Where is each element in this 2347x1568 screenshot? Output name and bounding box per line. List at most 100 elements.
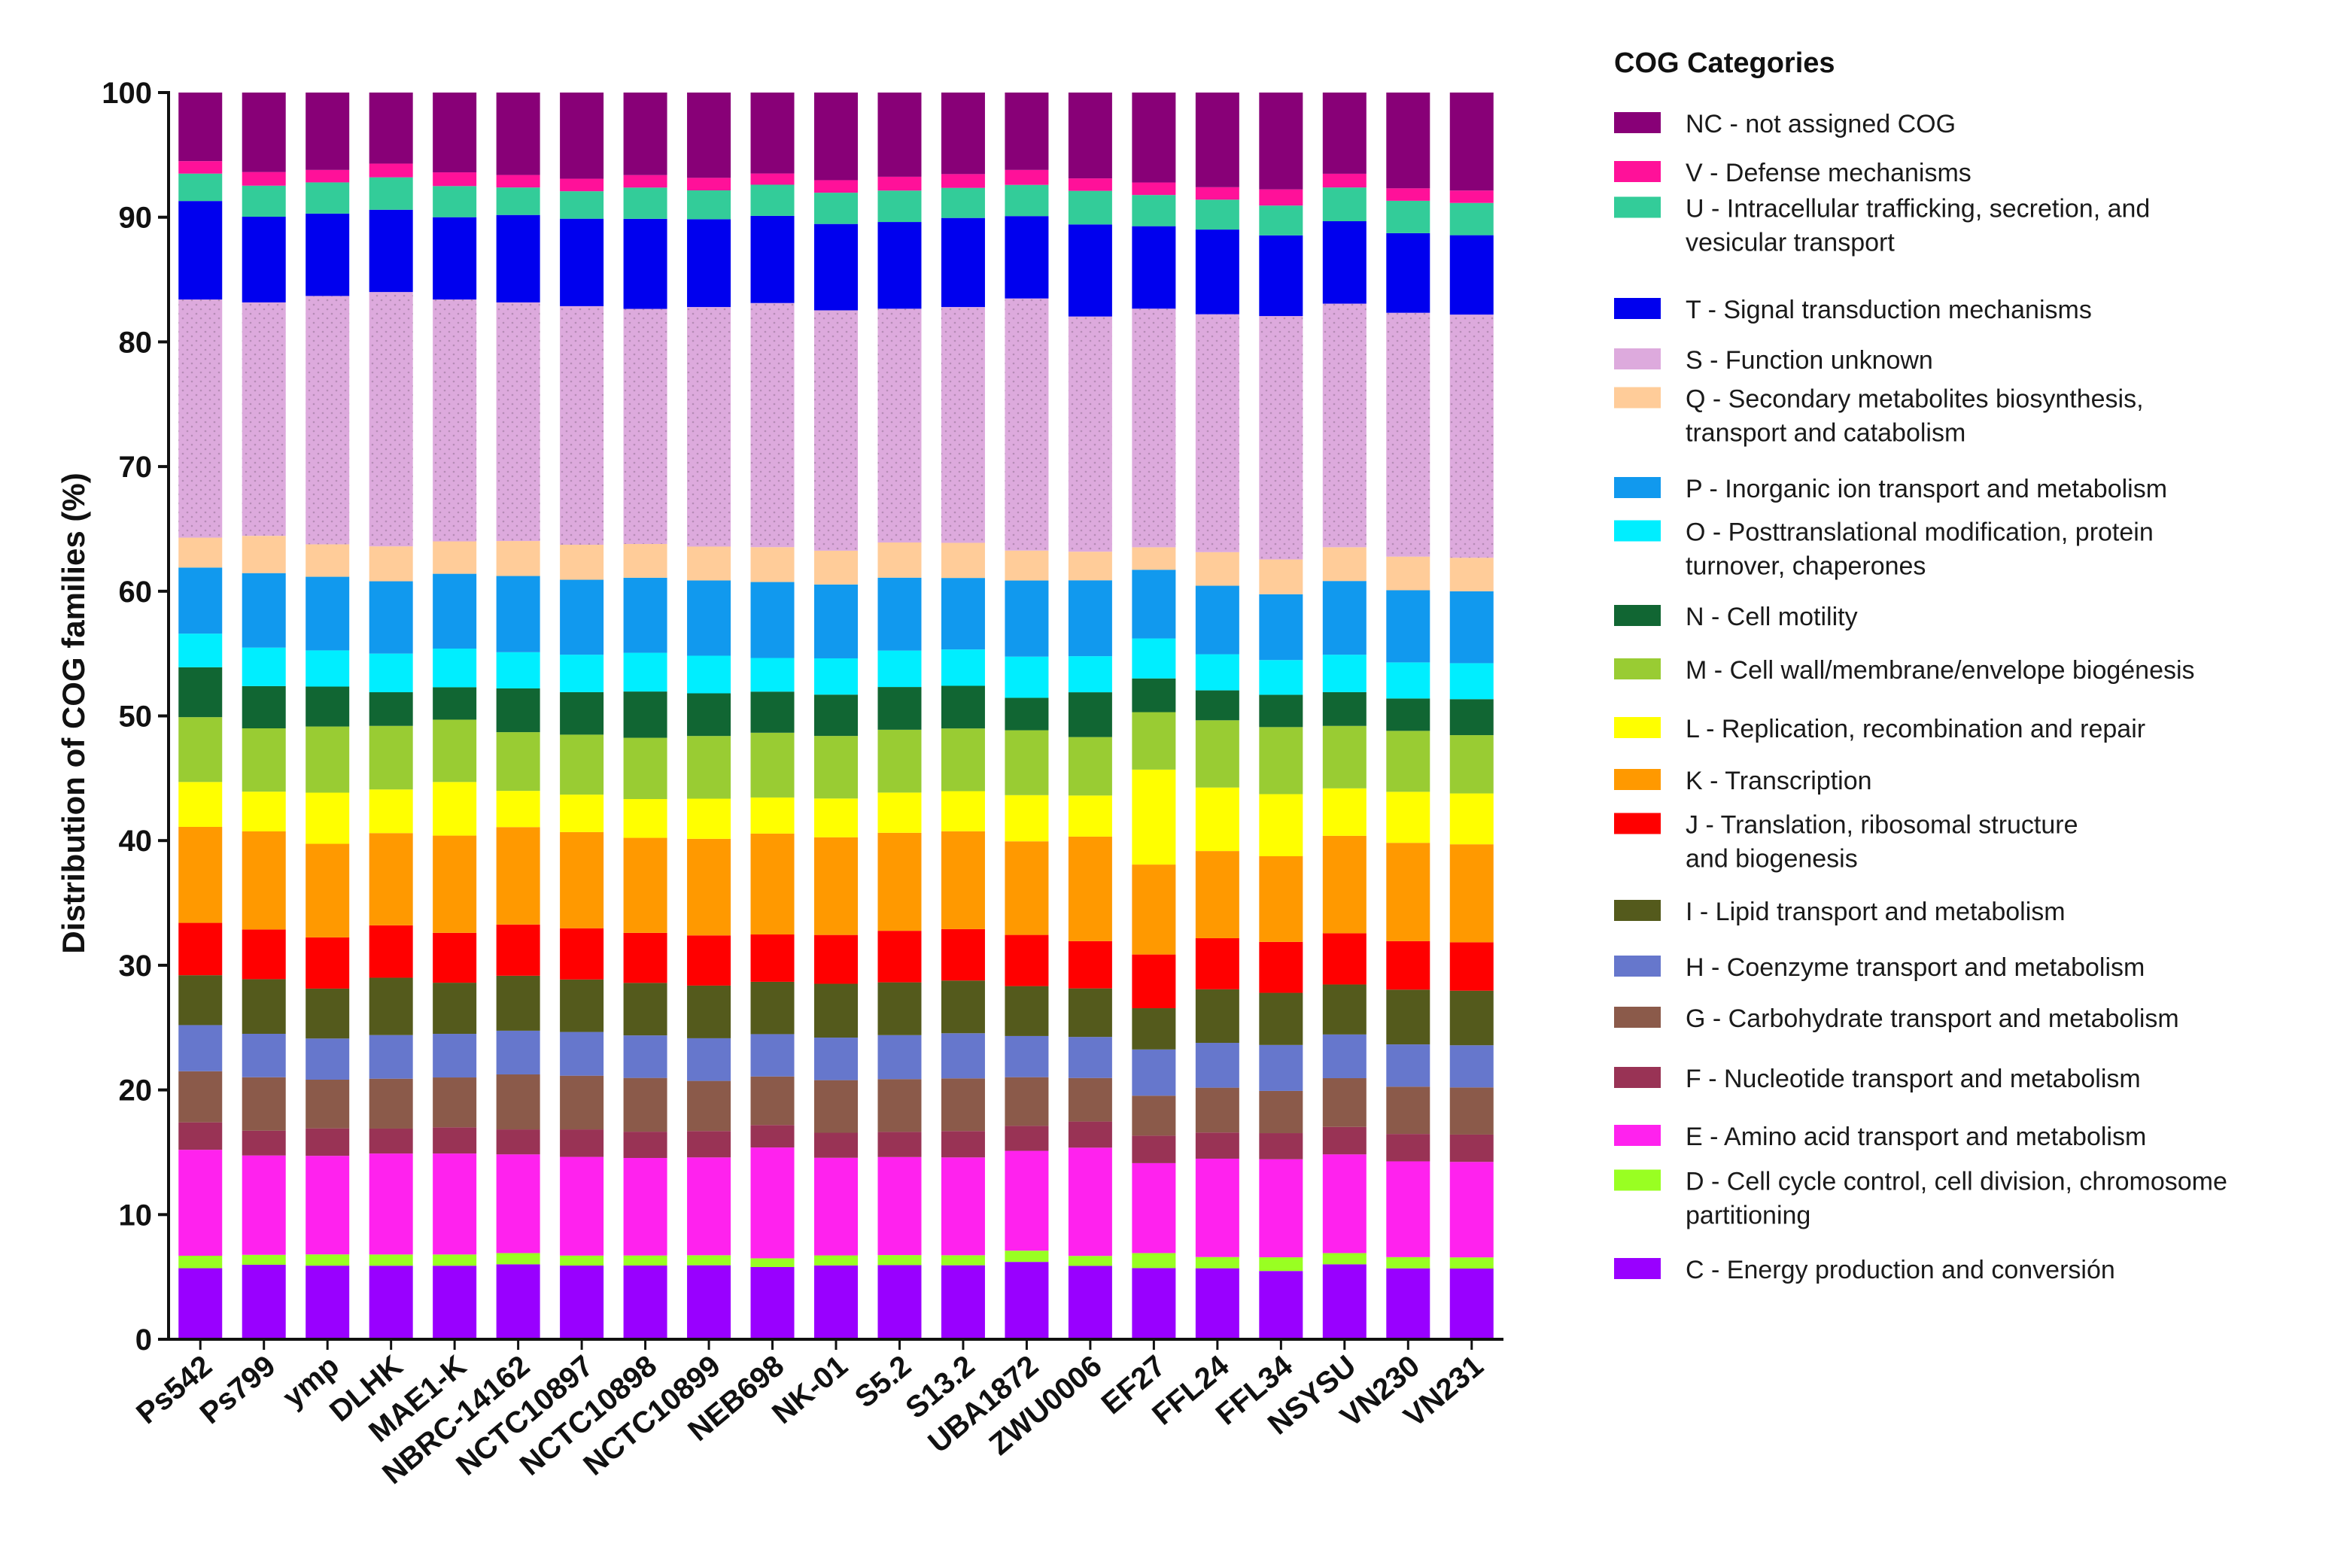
bar-segment-o-nctc10899: [687, 655, 731, 694]
bar-segment-l-nctc10897: [560, 795, 604, 832]
bar-segment-i-vn230: [1386, 989, 1430, 1045]
bar-segment-o-neb698: [750, 658, 795, 692]
bar-segment-k-ymp: [306, 843, 350, 937]
bar-segment-p-s13.2: [941, 578, 985, 650]
bar-segment-m-nk-01: [814, 736, 858, 799]
bar-segment-q-nsysu: [1322, 547, 1367, 582]
bar-segment-g-vn230: [1386, 1086, 1430, 1135]
bar-segment-m-ef27: [1132, 712, 1176, 770]
bar-segment-v-uba1872: [1005, 169, 1049, 185]
legend-title: COG Categories: [1614, 47, 1835, 79]
bar-segment-q-ffl34: [1259, 559, 1303, 594]
legend-label-v: V - Defense mechanisms: [1686, 159, 1972, 187]
legend-swatch-t: [1614, 298, 1661, 319]
bar-segment-c-nbrc-14162: [496, 1264, 540, 1339]
bar-segment-i-nbrc-14162: [496, 975, 540, 1031]
legend-swatch-k: [1614, 769, 1661, 790]
bar-segment-m-ffl24: [1195, 720, 1239, 788]
bar-segment-l-ps799: [242, 792, 286, 831]
bar-segment-g-nctc10899: [687, 1080, 731, 1132]
bar-segment-h-nk-01: [814, 1038, 858, 1080]
legend-label-u-line2: vesicular transport: [1686, 229, 1895, 257]
bar-segment-p-neb698: [750, 582, 795, 658]
bar-segment-k-s5.2: [877, 832, 922, 931]
legend-label-l: L - Replication, recombination and repai…: [1686, 715, 2145, 743]
legend-label-j: J - Translation, ribosomal structure: [1686, 811, 2078, 840]
bar-segment-f-s5.2: [877, 1132, 922, 1157]
bar-segment-i-uba1872: [1005, 986, 1049, 1036]
bar-segment-h-uba1872: [1005, 1035, 1049, 1077]
legend-swatch-v: [1614, 161, 1661, 182]
bar-segment-c-nctc10899: [687, 1265, 731, 1339]
bar-segment-h-s13.2: [941, 1033, 985, 1079]
bar-segment-j-uba1872: [1005, 934, 1049, 986]
bar-segment-f-mae1-k: [433, 1127, 477, 1154]
bar-segment-k-zwu0006: [1068, 836, 1112, 941]
bar-segment-j-ps542: [178, 922, 223, 976]
legend-swatch-j: [1614, 813, 1661, 834]
bar-segment-t-nk-01: [814, 223, 858, 311]
bar-segment-k-ps542: [178, 826, 223, 923]
bar-segment-h-nctc10899: [687, 1038, 731, 1081]
bar-segment-c-uba1872: [1005, 1262, 1049, 1339]
bar-segment-m-s5.2: [877, 729, 922, 793]
y-tick-label-40: 40: [119, 825, 153, 858]
bar-segment-u-ffl34: [1259, 205, 1303, 236]
bar-segment-p-vn230: [1386, 590, 1430, 663]
bar-segment-f-dlhk: [369, 1128, 413, 1154]
legend-label-h: H - Coenzyme transport and metabolism: [1686, 953, 2145, 982]
bar-segment-p-ffl34: [1259, 594, 1303, 661]
bar-segment-e-s13.2: [941, 1157, 985, 1256]
bar-segment-o-vn230: [1386, 662, 1430, 699]
bar-segment-k-neb698: [750, 833, 795, 935]
bar-segment-n-dlhk: [369, 692, 413, 726]
bar-segment-o-ps542: [178, 634, 223, 667]
bar-segment-g-nk-01: [814, 1080, 858, 1133]
bar-segment-k-ps799: [242, 831, 286, 930]
legend-swatch-d: [1614, 1169, 1661, 1191]
bar-segment-t-ps542: [178, 201, 223, 300]
legend-swatch-l: [1614, 717, 1661, 738]
bar-segment-v-ps799: [242, 172, 286, 186]
bar-segment-p-uba1872: [1005, 580, 1049, 657]
bar-segment-f-vn231: [1449, 1134, 1494, 1162]
bar-segment-t-ps799: [242, 217, 286, 302]
bar-segment-e-vn230: [1386, 1161, 1430, 1257]
bar-texture-s-dlhk: [369, 292, 413, 547]
bar-segment-k-nctc10897: [560, 831, 604, 928]
legend-swatch-i: [1614, 900, 1661, 921]
bar-segment-p-nctc10899: [687, 580, 731, 656]
bar-segment-v-vn231: [1449, 190, 1494, 203]
bar-segment-k-mae1-k: [433, 835, 477, 933]
bar-segment-l-nbrc-14162: [496, 791, 540, 828]
bar-segment-m-uba1872: [1005, 730, 1049, 795]
bar-segment-t-dlhk: [369, 209, 413, 293]
bar-segment-h-neb698: [750, 1034, 795, 1077]
legend-swatch-q: [1614, 387, 1661, 409]
bar-segment-l-vn231: [1449, 793, 1494, 845]
bar-segment-n-ps799: [242, 685, 286, 728]
bar-segment-n-ef27: [1132, 678, 1176, 713]
bar-segment-k-nctc10898: [623, 837, 667, 933]
y-tick-label-10: 10: [119, 1199, 153, 1232]
bar-segment-j-nctc10899: [687, 935, 731, 986]
bar-segment-q-nctc10897: [560, 545, 604, 580]
legend-swatch-c: [1614, 1258, 1661, 1279]
legend-label-q: Q - Secondary metabolites biosynthesis,: [1686, 385, 2144, 414]
bar-segment-h-ef27: [1132, 1049, 1176, 1096]
bar-segment-j-ef27: [1132, 954, 1176, 1009]
bar-segment-f-nctc10898: [623, 1132, 667, 1159]
bar-segment-h-ps542: [178, 1025, 223, 1071]
bar-segment-u-nbrc-14162: [496, 187, 540, 215]
bar-segment-d-dlhk: [369, 1254, 413, 1266]
bar-segment-i-zwu0006: [1068, 988, 1112, 1038]
bar-segment-p-ps542: [178, 567, 223, 634]
bar-segment-c-zwu0006: [1068, 1266, 1112, 1339]
bar-segment-j-ps799: [242, 929, 286, 980]
bar-segment-n-ffl24: [1195, 690, 1239, 721]
bar-segment-f-ps799: [242, 1130, 286, 1156]
bar-texture-s-vn231: [1449, 315, 1494, 558]
bar-segment-o-mae1-k: [433, 649, 477, 688]
